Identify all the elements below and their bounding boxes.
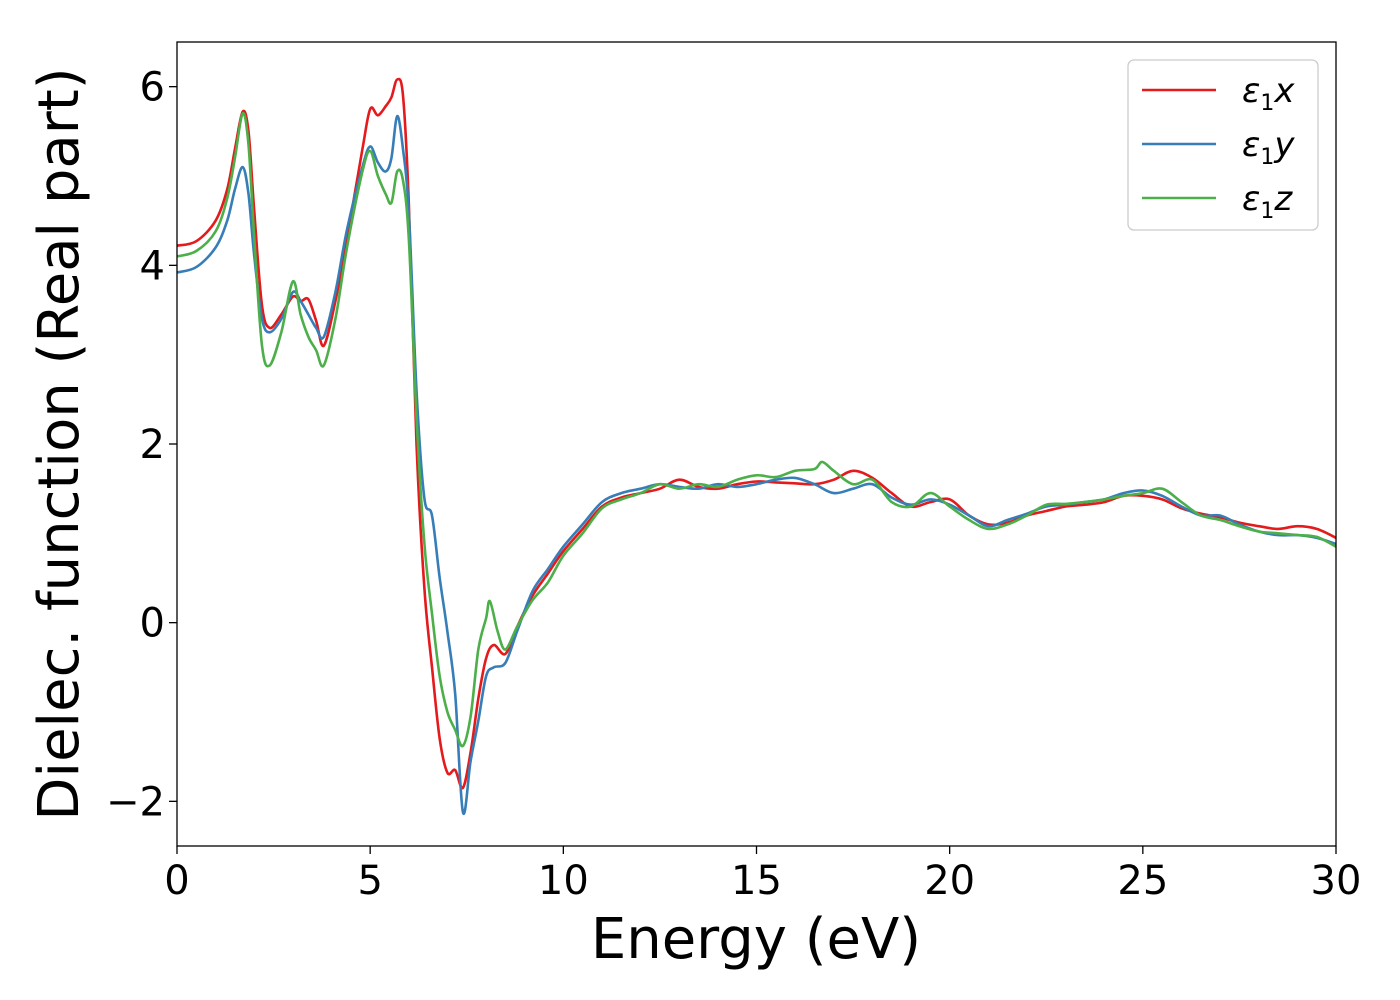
series-layer [177,77,1336,816]
x-tick-label: 30 [1311,858,1362,904]
y-axis: −2 0 2 4 6 [106,65,177,825]
series-line-x [177,77,1336,790]
y-tick-label: −2 [106,779,165,825]
y-tick-label: 0 [140,601,165,647]
x-tick-label: 15 [731,858,782,904]
x-tick-label: 0 [164,858,189,904]
legend-label-y: ε1y [1242,125,1295,170]
legend-label-z: ε1z [1242,179,1293,224]
legend-box [1127,59,1319,231]
legend: ε1x ε1y ε1z [1127,59,1319,231]
y-tick-label: 6 [140,65,165,111]
y-axis-title: Dielec. function (Real part) [27,67,92,820]
series-line-z [177,112,1336,748]
x-axis-title: Energy (eV) [591,907,921,972]
y-tick-label: 4 [140,243,165,289]
x-tick-label: 5 [357,858,382,904]
x-tick-label: 25 [1117,858,1168,904]
x-tick-label: 10 [538,858,589,904]
legend-label-x: ε1x [1242,71,1295,116]
y-tick-label: 2 [140,422,165,468]
x-axis: 0 5 10 15 20 25 30 [164,846,1361,904]
x-tick-label: 20 [924,858,975,904]
